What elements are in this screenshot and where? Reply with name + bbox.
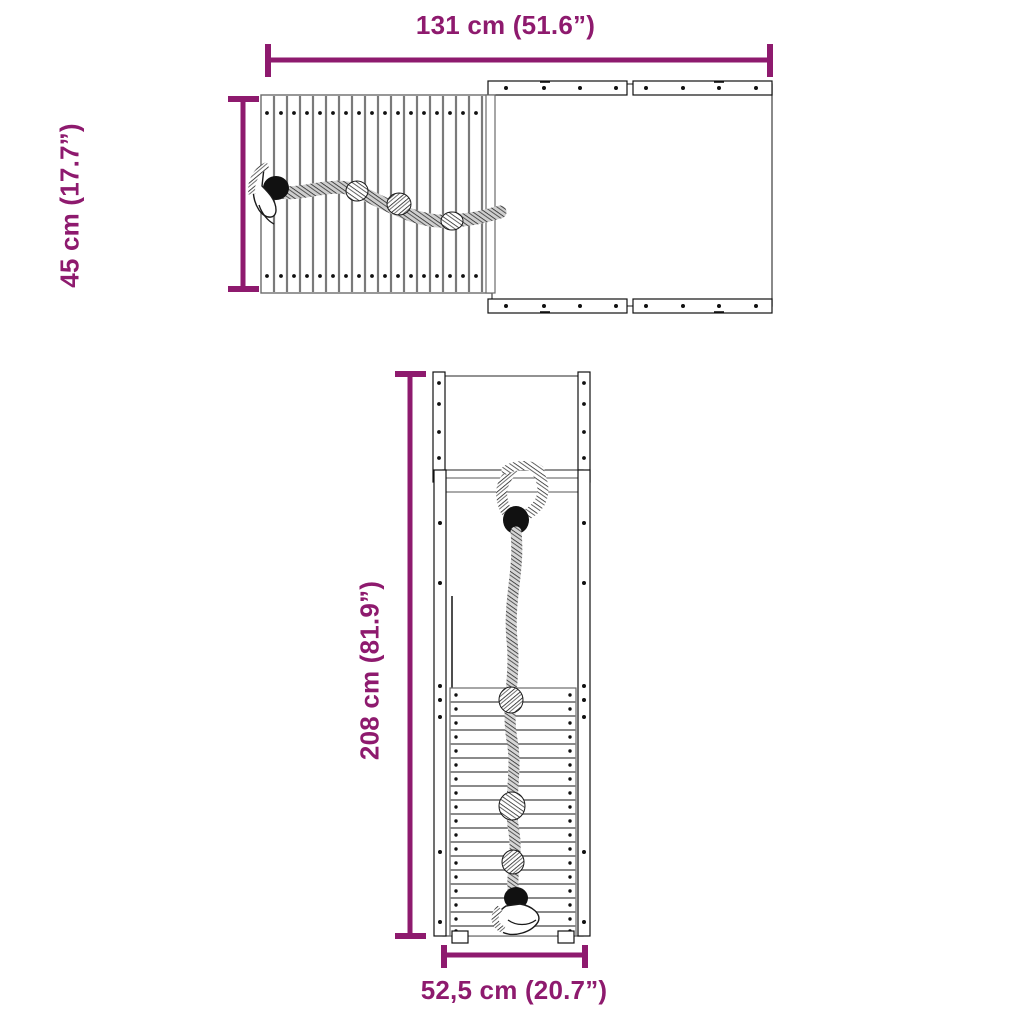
ladder-screw-dots-right (568, 693, 572, 933)
dimension-height-208 (395, 371, 426, 939)
dimension-depth-52-5 (441, 945, 588, 968)
screw-dots-bottom (265, 274, 490, 278)
bottom-rail-screw-dots (504, 304, 758, 308)
top-view-rope (248, 161, 507, 231)
front-view-upper-panel (432, 371, 591, 483)
dimension-label-depth-top: 45 cm (17.7”) (54, 123, 85, 288)
dimension-label-height: 208 cm (81.9”) (354, 580, 385, 761)
dimension-width-131 (265, 44, 773, 77)
front-view-rope (491, 461, 549, 936)
screw-dots-top (265, 111, 490, 115)
dimension-label-depth-front: 52,5 cm (20.7”) (420, 975, 608, 1005)
front-view (432, 371, 591, 944)
top-rail-screw-dots (504, 86, 758, 90)
front-view-feet (451, 930, 575, 944)
frame-post-screws (438, 521, 586, 924)
dimension-label-width-text: 131 cm (51.6”) (415, 10, 596, 40)
top-view (248, 80, 773, 314)
dimension-label-width: 131 cm (51.6”) (0, 10, 1024, 41)
upper-left-post-screws (437, 381, 441, 460)
top-view-open-panel (485, 80, 773, 314)
upper-right-post-screws (582, 381, 586, 460)
dimension-depth-45 (228, 96, 259, 292)
